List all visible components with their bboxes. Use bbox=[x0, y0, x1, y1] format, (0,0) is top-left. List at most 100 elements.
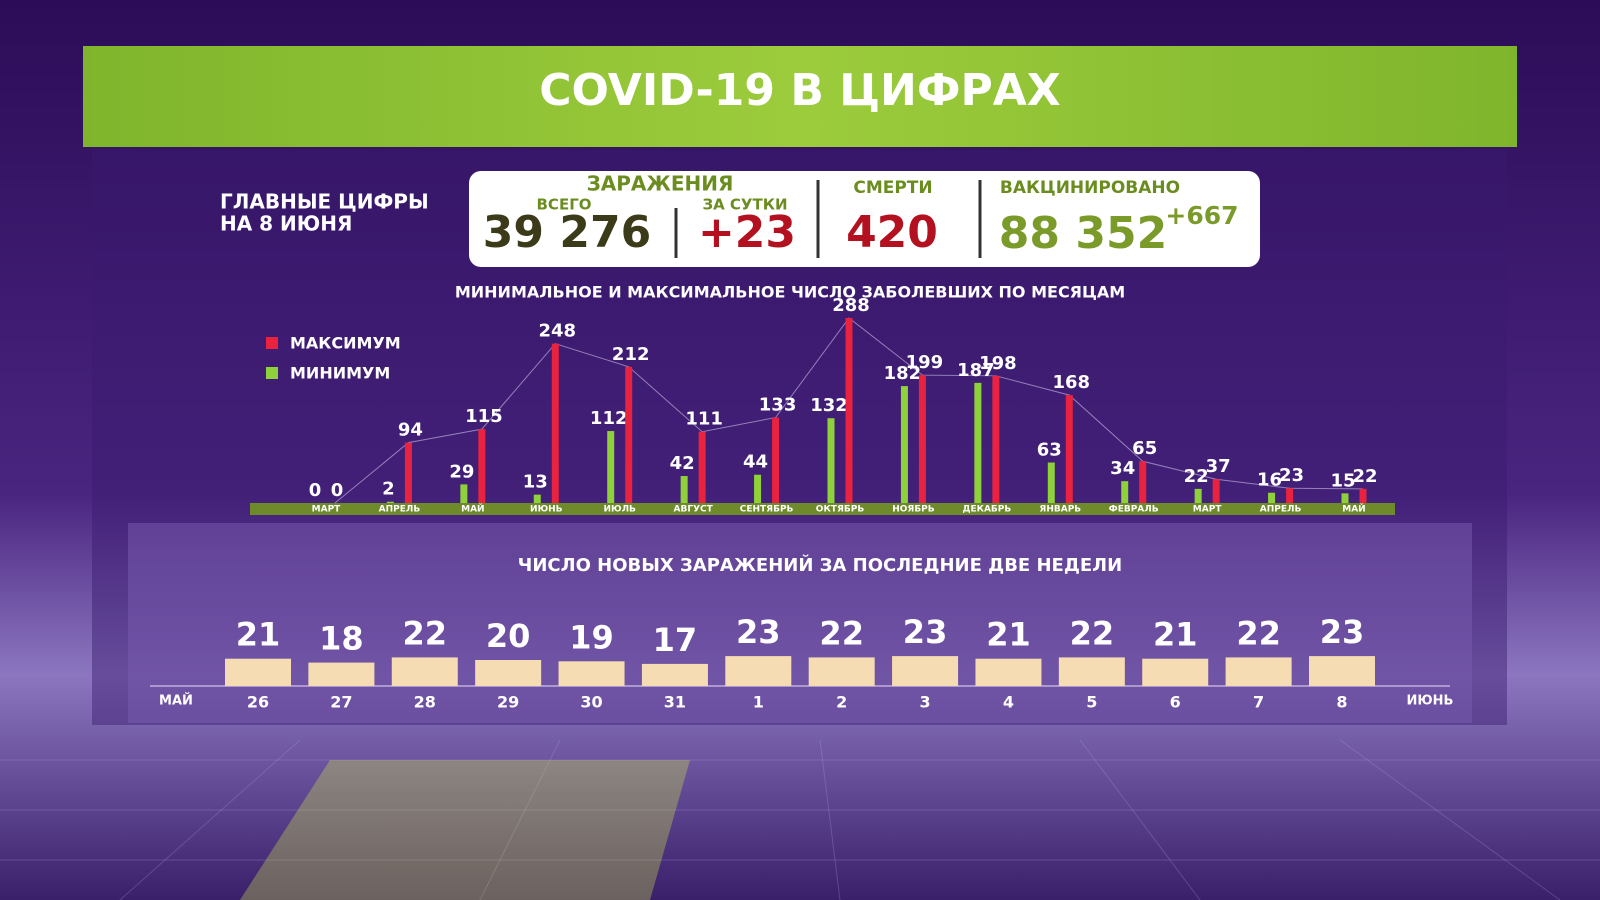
value-label: 23 bbox=[903, 613, 948, 651]
x-tick-label: 26 bbox=[247, 693, 269, 712]
value-label: 187 bbox=[957, 360, 995, 381]
value-label: 115 bbox=[465, 406, 503, 427]
value-label: 16 bbox=[1257, 470, 1282, 491]
summary-label: НА 8 ИЮНЯ bbox=[220, 212, 352, 236]
x-tick-label: МАРТ bbox=[1193, 505, 1223, 515]
legend-label: МИНИМУМ bbox=[290, 364, 390, 383]
x-tick-label: АПРЕЛЬ bbox=[379, 505, 421, 515]
x-tick-label: ОКТЯБРЬ bbox=[816, 505, 865, 515]
x-tick-label: НОЯБРЬ bbox=[892, 505, 935, 515]
bar bbox=[918, 375, 926, 503]
x-tick-label: ИЮЛЬ bbox=[603, 505, 636, 515]
x-tick-label: 29 bbox=[497, 693, 519, 712]
value-label: 0 bbox=[331, 480, 344, 501]
x-tick-label: 1 bbox=[753, 693, 764, 712]
x-tick-label: АВГУСТ bbox=[674, 505, 714, 515]
month-label: МАЙ bbox=[159, 693, 193, 709]
bar bbox=[900, 386, 908, 503]
value-label: 22 bbox=[1184, 466, 1209, 487]
value-label: 182 bbox=[884, 363, 922, 384]
chart-title: МИНИМАЛЬНОЕ И МАКСИМАЛЬНОЕ ЧИСЛО ЗАБОЛЕВ… bbox=[455, 283, 1125, 302]
bar bbox=[680, 476, 688, 503]
value-label: 13 bbox=[523, 472, 548, 493]
vaccinated-value: 88 352 bbox=[999, 208, 1167, 259]
bar bbox=[1359, 488, 1367, 503]
bar bbox=[1341, 493, 1349, 503]
x-tick-label: 2 bbox=[836, 693, 847, 712]
value-label: 21 bbox=[1153, 616, 1198, 654]
value-label: 29 bbox=[449, 461, 474, 482]
value-label: 37 bbox=[1206, 456, 1231, 477]
bar bbox=[475, 660, 542, 686]
x-tick-label: МАЙ bbox=[1342, 503, 1365, 515]
bar bbox=[1194, 488, 1202, 503]
bar bbox=[404, 442, 412, 503]
bar bbox=[391, 657, 458, 686]
value-label: 132 bbox=[810, 395, 848, 416]
value-label: 22 bbox=[1070, 614, 1115, 652]
value-label: 22 bbox=[819, 614, 864, 652]
bar bbox=[975, 658, 1042, 686]
value-label: 23 bbox=[736, 613, 781, 651]
value-label: 2 bbox=[382, 479, 395, 500]
vaccinated-delta: +667 bbox=[1165, 201, 1238, 230]
chart-title: ЧИСЛО НОВЫХ ЗАРАЖЕНИЙ ЗА ПОСЛЕДНИЕ ДВЕ Н… bbox=[518, 554, 1122, 576]
value-label: 112 bbox=[590, 408, 628, 429]
x-tick-label: ДЕКАБРЬ bbox=[962, 505, 1011, 515]
bar bbox=[892, 656, 959, 686]
infections-title: ЗАРАЖЕНИЯ bbox=[587, 172, 734, 196]
bar bbox=[1286, 488, 1294, 503]
x-tick-label: 3 bbox=[920, 693, 931, 712]
bar bbox=[725, 656, 792, 686]
legend-swatch bbox=[266, 337, 278, 349]
bar bbox=[827, 418, 835, 503]
bar bbox=[754, 474, 762, 503]
deaths-value: 420 bbox=[846, 207, 938, 258]
total-value: 39 276 bbox=[483, 207, 651, 258]
bar bbox=[974, 382, 982, 503]
bar bbox=[1065, 395, 1073, 503]
bar bbox=[1121, 481, 1129, 503]
bar bbox=[533, 494, 541, 503]
floor-grid bbox=[0, 739, 1600, 900]
bar bbox=[1142, 658, 1209, 686]
bar bbox=[1225, 657, 1292, 686]
bar bbox=[386, 501, 394, 503]
bar bbox=[1268, 492, 1276, 503]
daily-label: ЗА СУТКИ bbox=[702, 196, 787, 214]
bar bbox=[845, 318, 853, 503]
value-label: 199 bbox=[906, 352, 944, 373]
x-tick-label: АПРЕЛЬ bbox=[1260, 505, 1302, 515]
bar bbox=[225, 658, 291, 686]
bar bbox=[698, 431, 706, 503]
bar bbox=[992, 375, 1000, 503]
x-tick-label: МАЙ bbox=[461, 503, 484, 515]
bar bbox=[641, 663, 708, 686]
x-tick-label: 30 bbox=[580, 693, 602, 712]
x-tick-label: 7 bbox=[1253, 693, 1264, 712]
bar bbox=[772, 417, 780, 503]
value-label: 288 bbox=[832, 295, 870, 316]
value-label: 20 bbox=[486, 617, 531, 655]
value-label: 198 bbox=[979, 353, 1017, 374]
header-bar bbox=[83, 46, 1517, 147]
bar bbox=[1058, 657, 1125, 686]
bar bbox=[808, 657, 875, 686]
value-label: 44 bbox=[743, 452, 768, 473]
x-tick-label: 8 bbox=[1336, 693, 1347, 712]
value-label: 248 bbox=[538, 321, 576, 342]
bar bbox=[1047, 462, 1055, 503]
bar bbox=[460, 484, 468, 503]
bar bbox=[551, 343, 559, 503]
value-label: 111 bbox=[685, 409, 723, 430]
value-label: 21 bbox=[986, 616, 1031, 654]
bar bbox=[478, 429, 486, 503]
value-label: 34 bbox=[1110, 458, 1135, 479]
legend-label: МАКСИМУМ bbox=[290, 334, 401, 353]
value-label: 0 bbox=[309, 480, 322, 501]
x-tick-label: СЕНТЯБРЬ bbox=[740, 505, 794, 515]
bar bbox=[625, 366, 633, 503]
